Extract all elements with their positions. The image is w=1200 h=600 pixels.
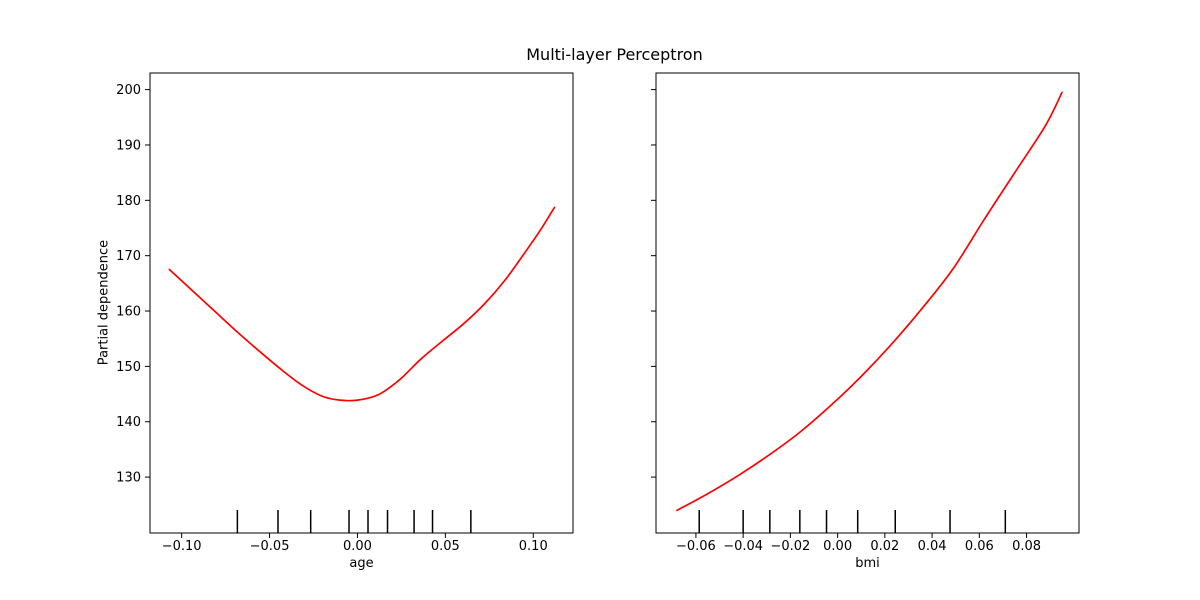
- pdp-curve-bmi: [676, 91, 1063, 512]
- x-tick-label: −0.04: [723, 539, 763, 554]
- x-tick-label: 0.02: [870, 539, 899, 554]
- pdp-curve-age: [168, 206, 556, 402]
- figure-title: Multi-layer Perceptron: [526, 45, 703, 64]
- x-tick-label: 0.10: [519, 539, 548, 554]
- axes-border: [149, 72, 574, 534]
- x-tick-label: −0.02: [770, 539, 810, 554]
- y-tick-label: 170: [116, 249, 141, 264]
- x-tick-label: 0.05: [431, 539, 460, 554]
- y-tick-label: 180: [116, 194, 141, 209]
- x-tick-label: −0.06: [676, 539, 716, 554]
- x-axis-label-bmi: bmi: [855, 556, 880, 571]
- y-tick-label: 200: [116, 83, 141, 98]
- y-tick-label: 150: [116, 360, 141, 375]
- x-tick-label: 0.00: [343, 539, 372, 554]
- rug-marks: [698, 510, 1007, 533]
- y-tick-label: 160: [116, 305, 141, 320]
- x-tick-label: 0.00: [823, 539, 852, 554]
- y-tick-label: 130: [116, 471, 141, 486]
- axes-border: [655, 72, 1080, 534]
- rug-marks: [236, 510, 472, 533]
- axes-age: −0.10 −0.05 0.00 0.05 0.10 130 140 150 160 170 180…: [116, 72, 574, 554]
- y-tick-label: 190: [116, 138, 141, 153]
- x-tick-label: −0.05: [250, 539, 290, 554]
- y-tick-label: 140: [116, 415, 141, 430]
- x-tick-label: 0.04: [918, 539, 947, 554]
- x-tick-label: 0.08: [1012, 539, 1041, 554]
- x-axis-label-age: age: [349, 556, 374, 571]
- x-tick-label: 0.06: [965, 539, 994, 554]
- x-tick-label: −0.10: [162, 539, 202, 554]
- axes-bmi: −0.06 −0.04 −0.02 0.00 0.02 0.04 0.06 0.08: [651, 72, 1080, 554]
